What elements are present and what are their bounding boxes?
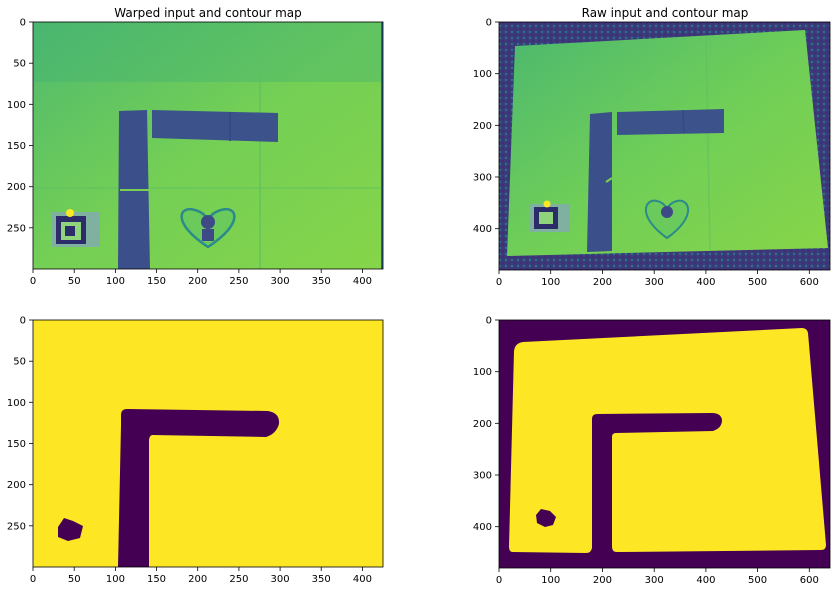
- warped-y-ticks: 0 50 100 150 200 250: [7, 18, 33, 234]
- y-tick-label: 50: [13, 357, 26, 368]
- x-tick-label: 300: [271, 276, 290, 287]
- x-tick-label: 600: [800, 575, 819, 586]
- x-tick-label: 200: [188, 574, 207, 585]
- raw-y-ticks: 0 100 200 300 400: [473, 18, 499, 235]
- x-tick-label: 350: [312, 574, 331, 585]
- y-tick-label: 100: [473, 69, 492, 80]
- x-tick-label: 300: [645, 277, 664, 288]
- y-tick-label: 150: [7, 141, 26, 152]
- panel-title-raw: Raw input and contour map: [582, 6, 749, 20]
- panel-raw-input: Raw input and contour map 0 100 200 300 …: [473, 6, 831, 288]
- x-tick-label: 200: [593, 277, 612, 288]
- x-tick-label: 250: [229, 276, 248, 287]
- x-tick-label: 150: [147, 276, 166, 287]
- raw-contour-x-ticks: 0 100 200 300 400 500 600: [496, 568, 819, 586]
- x-tick-label: 350: [312, 276, 331, 287]
- y-tick-label: 150: [7, 439, 26, 450]
- warped-contour-x-ticks: 0 50 100 150 200 250 300 350 400: [30, 567, 372, 585]
- raw-contour-y-ticks: 0 100 200 300 400: [473, 316, 499, 533]
- y-tick-label: 200: [7, 480, 26, 491]
- x-tick-label: 400: [696, 277, 715, 288]
- y-tick-label: 200: [473, 419, 492, 430]
- x-tick-label: 400: [696, 575, 715, 586]
- x-tick-label: 400: [353, 574, 372, 585]
- x-tick-label: 500: [748, 575, 767, 586]
- x-tick-label: 50: [68, 276, 81, 287]
- x-tick-label: 300: [645, 575, 664, 586]
- panel-raw-contour: 0 100 200 300 400 500 600 0 100 200 300 …: [473, 316, 831, 586]
- x-tick-label: 100: [541, 575, 560, 586]
- y-tick-label: 100: [473, 367, 492, 378]
- y-tick-label: 250: [7, 521, 26, 532]
- x-tick-label: 50: [68, 574, 81, 585]
- raw-image: [499, 22, 830, 270]
- warped-contour-image: [33, 320, 383, 567]
- x-tick-label: 150: [147, 574, 166, 585]
- panel-title-warped: Warped input and contour map: [114, 6, 302, 20]
- x-tick-label: 100: [106, 574, 125, 585]
- raw-contour-image: [499, 320, 830, 568]
- panel-warped-input: Warped input and contour map 0 50 100: [7, 6, 384, 287]
- raw-x-ticks: 0 100 200 300 400 500 600: [496, 270, 819, 288]
- y-tick-label: 400: [473, 522, 492, 533]
- x-tick-label: 400: [353, 276, 372, 287]
- y-tick-label: 250: [7, 223, 26, 234]
- x-tick-label: 0: [496, 575, 502, 586]
- y-tick-label: 400: [473, 224, 492, 235]
- warped-contour-y-ticks: 0 50 100 150 200 250: [7, 316, 33, 532]
- x-tick-label: 300: [271, 574, 290, 585]
- y-tick-label: 300: [473, 173, 492, 184]
- x-tick-label: 200: [188, 276, 207, 287]
- x-tick-label: 250: [229, 574, 248, 585]
- x-tick-label: 200: [593, 575, 612, 586]
- raw-contour-axes-frame: [498, 319, 831, 569]
- y-tick-label: 0: [20, 18, 26, 29]
- y-tick-label: 0: [20, 316, 26, 327]
- y-tick-label: 0: [486, 18, 492, 29]
- x-tick-label: 0: [30, 276, 36, 287]
- y-tick-label: 50: [13, 59, 26, 70]
- raw-axes-frame: [498, 21, 831, 271]
- x-tick-label: 600: [800, 277, 819, 288]
- x-tick-label: 100: [106, 276, 125, 287]
- warped-x-ticks: 0 50 100 150 200 250 300 350 400: [30, 269, 372, 287]
- x-tick-label: 0: [496, 277, 502, 288]
- panel-warped-contour: 0 50 100 150 200 250 300 350 400 0 50 10…: [7, 316, 384, 585]
- y-tick-label: 300: [473, 471, 492, 482]
- x-tick-label: 100: [541, 277, 560, 288]
- y-tick-label: 200: [473, 121, 492, 132]
- y-tick-label: 100: [7, 100, 26, 111]
- x-tick-label: 0: [30, 574, 36, 585]
- x-tick-label: 500: [748, 277, 767, 288]
- y-tick-label: 200: [7, 182, 26, 193]
- y-tick-label: 0: [486, 316, 492, 327]
- y-tick-label: 100: [7, 398, 26, 409]
- warped-image: [33, 22, 383, 269]
